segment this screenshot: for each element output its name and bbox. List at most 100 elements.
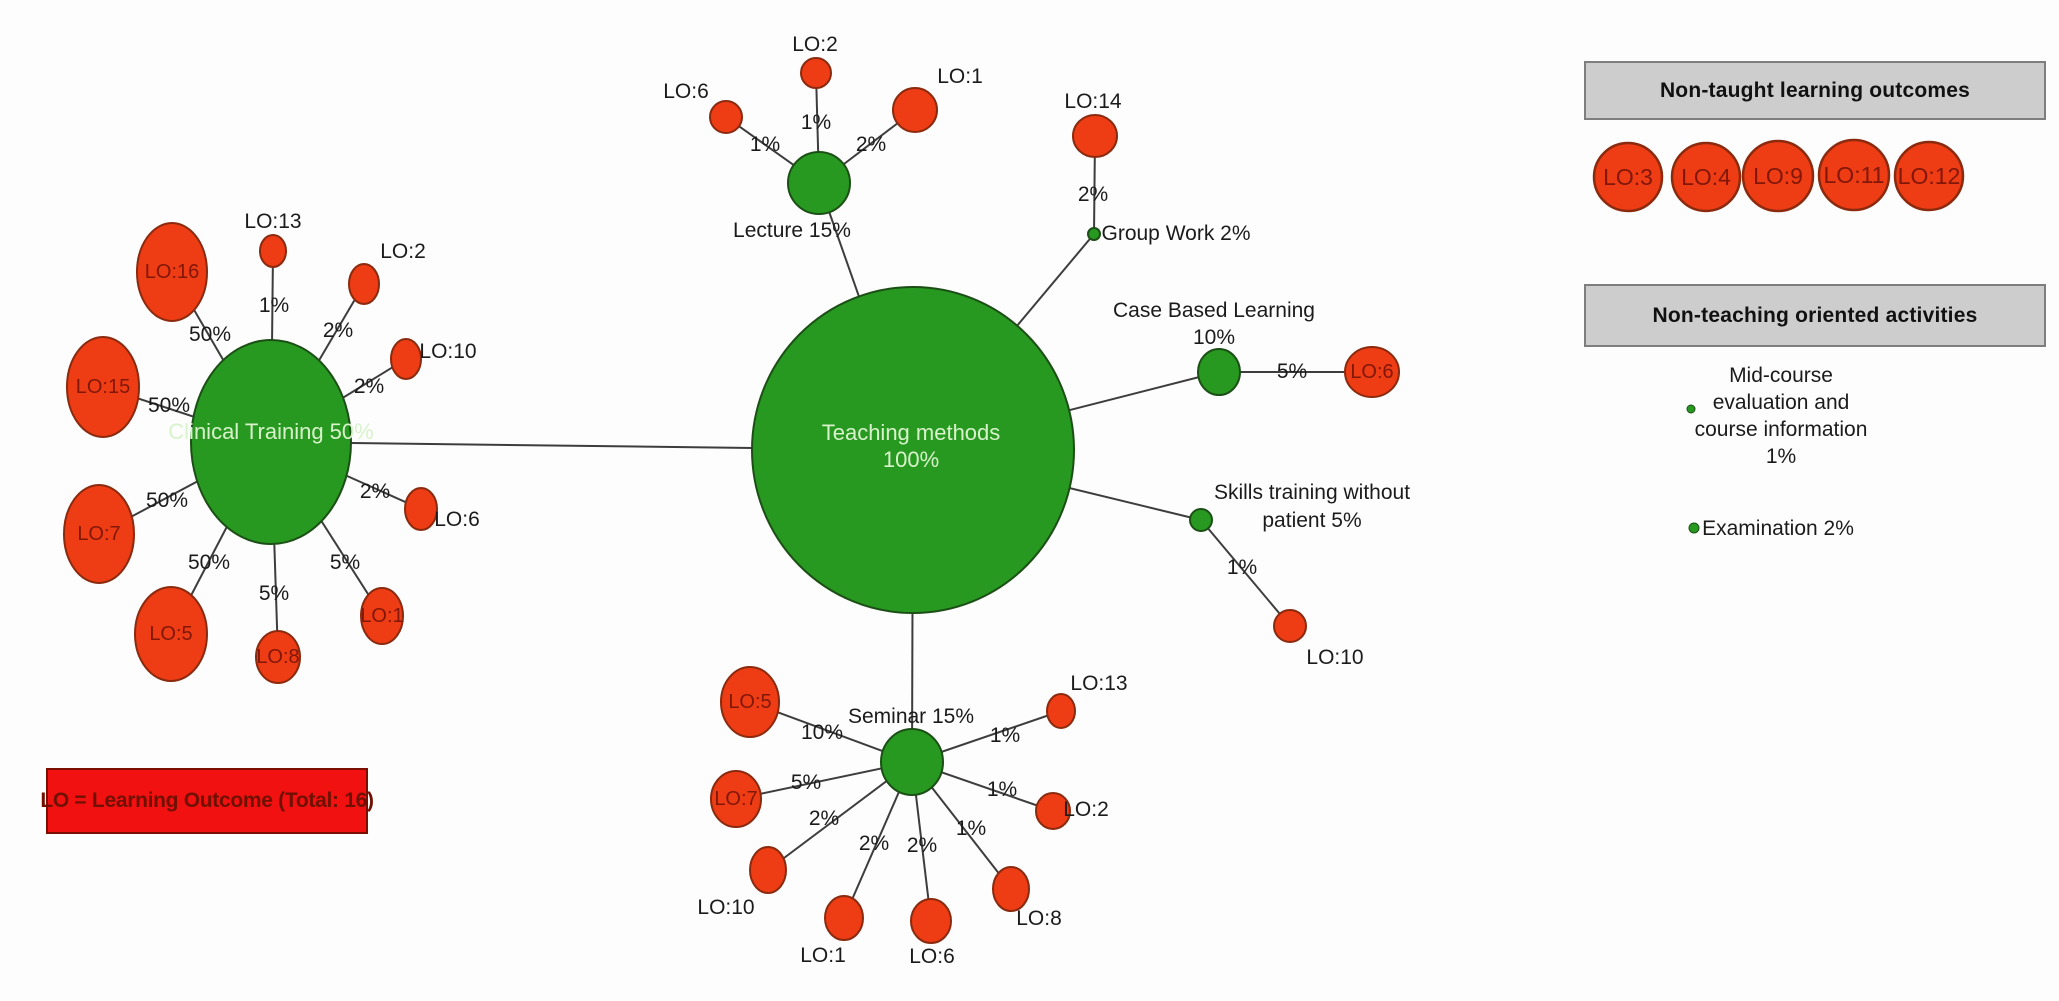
label-lecture: Lecture 15% — [733, 219, 851, 242]
non-taught-label-lo-12: LO:12 — [1898, 163, 1961, 189]
node-cbl-lo6 — [1344, 346, 1400, 398]
non-teaching-dot-midcourse — [1686, 404, 1696, 414]
lo-legend-note-text: LO = Learning Outcome (Total: 16) — [40, 789, 374, 812]
non-teaching-header: Non-teaching oriented activities — [1584, 284, 2046, 347]
label-lec-lo6: LO:6 — [663, 80, 709, 103]
non-taught-label-lo-11: LO:11 — [1824, 162, 1885, 188]
non-taught-node-lo-3 — [1592, 141, 1664, 213]
node-ct-lo1 — [360, 587, 404, 645]
label-ct-lo7: LO:7 — [77, 523, 120, 545]
edge-label-clinical-training-ct-lo1: 5% — [330, 551, 360, 574]
label-lec-lo2: LO:2 — [792, 33, 838, 56]
edge-label-lecture-lec-lo1: 2% — [856, 133, 886, 156]
node-case-based-learning — [1197, 348, 1241, 396]
node-lec-lo1 — [892, 87, 938, 133]
label-sem-lo1: LO:1 — [800, 944, 846, 967]
edge-label-seminar-sem-lo7: 5% — [791, 771, 821, 794]
non-taught-node-lo-11 — [1817, 138, 1891, 212]
label-group-work: Group Work 2% — [1102, 222, 1251, 245]
edge-label-clinical-training-ct-lo7: 50% — [146, 489, 188, 512]
node-sem-lo5 — [720, 666, 780, 738]
label-sem-lo5: LO:5 — [728, 691, 771, 713]
label-st-lo10: LO:10 — [1306, 646, 1363, 669]
edge-label-clinical-training-ct-lo8: 5% — [259, 582, 289, 605]
node-sem-lo7 — [710, 770, 762, 828]
edge-label-seminar-sem-lo1: 2% — [859, 832, 889, 855]
edge-label-clinical-training-ct-lo16: 50% — [189, 323, 231, 346]
label-lec-lo1: LO:1 — [937, 65, 983, 88]
label-sem-lo2: LO:2 — [1063, 798, 1109, 821]
label-sem-lo6: LO:6 — [909, 945, 955, 968]
node-sem-lo10 — [749, 846, 787, 894]
non-taught-node-lo-9 — [1741, 139, 1815, 213]
edge-label-seminar-sem-lo2: 1% — [987, 778, 1017, 801]
edge-skills-training-st-lo10 — [1200, 519, 1291, 627]
edge-label-seminar-sem-lo13: 1% — [990, 724, 1020, 747]
lo-legend-note: LO = Learning Outcome (Total: 16) — [40, 768, 374, 834]
node-sem-lo1 — [824, 895, 864, 941]
label-case-based-learning: Case Based Learning 10% — [1113, 299, 1315, 349]
node-gw-lo14 — [1072, 114, 1118, 158]
node-teaching-methods — [751, 286, 1075, 614]
label-sem-lo10: LO:10 — [697, 896, 754, 919]
label-clinical-training: Clinical Training 50% — [168, 419, 373, 444]
label-ct-lo1: LO:1 — [360, 605, 403, 627]
node-skills-training — [1189, 508, 1213, 532]
label-teaching-methods: Teaching methods 100% — [822, 420, 1001, 472]
node-group-work — [1087, 227, 1101, 241]
edge-label-seminar-sem-lo8: 1% — [956, 817, 986, 840]
edge-label-clinical-training-ct-lo10: 2% — [354, 375, 384, 398]
edge-label-clinical-training-ct-lo6: 2% — [360, 480, 390, 503]
node-ct-lo8 — [255, 630, 301, 684]
label-ct-lo10: LO:10 — [419, 340, 476, 363]
label-seminar: Seminar 15% — [848, 705, 974, 728]
node-ct-lo6 — [404, 487, 438, 531]
label-ct-lo5: LO:5 — [149, 623, 192, 645]
edge-label-case-based-learning-cbl-lo6: 5% — [1277, 360, 1307, 383]
non-taught-header-title: Non-taught learning outcomes — [1659, 78, 1971, 102]
non-taught-label-lo-3: LO:3 — [1603, 164, 1653, 190]
label-ct-lo13: LO:13 — [244, 210, 301, 233]
edge-label-clinical-training-ct-lo13: 1% — [259, 294, 289, 317]
label-skills-training: Skills training without patient 5% — [1214, 481, 1410, 532]
non-taught-label-lo-9: LO:9 — [1753, 163, 1803, 189]
edge-label-lecture-lec-lo6: 1% — [750, 133, 780, 156]
edge-label-seminar-sem-lo6: 2% — [907, 834, 937, 857]
non-teaching-label-midcourse: Mid-course evaluation and course informati… — [1695, 364, 1868, 468]
edge-label-clinical-training-ct-lo15: 50% — [148, 394, 190, 417]
label-gw-lo14: LO:14 — [1064, 90, 1122, 113]
node-ct-lo7 — [63, 484, 135, 584]
node-ct-lo13 — [259, 234, 287, 268]
node-lec-lo2 — [800, 57, 832, 89]
label-cbl-lo6: LO:6 — [1350, 361, 1393, 383]
label-ct-lo6: LO:6 — [434, 508, 480, 531]
edge-label-clinical-training-ct-lo2: 2% — [323, 319, 353, 342]
label-ct-lo8: LO:8 — [256, 646, 299, 668]
label-sem-lo8: LO:8 — [1016, 907, 1062, 930]
node-lecture — [787, 151, 851, 215]
edge-label-lecture-lec-lo2: 1% — [801, 111, 831, 134]
edge-label-clinical-training-ct-lo5: 50% — [188, 551, 230, 574]
node-ct-lo16 — [136, 222, 208, 322]
node-seminar — [880, 728, 944, 796]
node-ct-lo10 — [390, 338, 422, 380]
non-teaching-dot-examination — [1688, 522, 1700, 534]
node-clinical-training — [190, 339, 352, 545]
node-sem-lo2 — [1035, 792, 1071, 830]
node-sem-lo8 — [992, 866, 1030, 912]
edge-label-seminar-sem-lo10: 2% — [809, 807, 839, 830]
non-taught-node-lo-12 — [1893, 140, 1965, 212]
node-ct-lo2 — [348, 263, 380, 305]
non-taught-label-lo-4: LO:4 — [1681, 164, 1731, 190]
edge-label-skills-training-st-lo10: 1% — [1227, 556, 1257, 579]
label-sem-lo7: LO:7 — [714, 788, 757, 810]
label-ct-lo15: LO:15 — [76, 376, 130, 398]
node-sem-lo13 — [1046, 693, 1076, 729]
non-teaching-header-title: Non-teaching oriented activities — [1652, 303, 1978, 327]
non-taught-header: Non-taught learning outcomes — [1584, 61, 2046, 120]
non-teaching-label-examination: Examination 2% — [1702, 517, 1854, 540]
label-ct-lo16: LO:16 — [145, 261, 199, 283]
edge-label-group-work-gw-lo14: 2% — [1078, 183, 1108, 206]
